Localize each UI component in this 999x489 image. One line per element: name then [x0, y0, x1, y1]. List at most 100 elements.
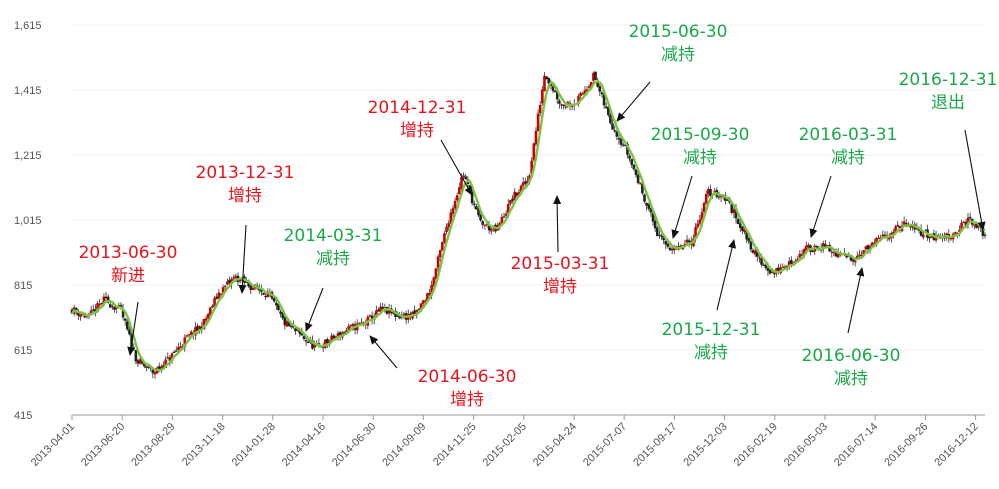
- candle-body: [726, 199, 729, 201]
- candle-body: [351, 323, 355, 327]
- candle-body: [275, 302, 278, 306]
- candle-body: [185, 335, 189, 337]
- horizontal-gridlines: [72, 24, 985, 351]
- candle-body: [115, 307, 118, 309]
- candle-body: [511, 198, 514, 202]
- candle-body: [836, 252, 840, 258]
- candle-body: [704, 193, 708, 204]
- candle-body: [636, 174, 640, 184]
- annotation-arrow: [716, 239, 736, 311]
- x-tick-label: 2015-09-17: [631, 421, 679, 469]
- candle-body: [647, 204, 651, 209]
- candle-body: [226, 281, 229, 285]
- candle-body: [579, 92, 582, 97]
- candle-body: [762, 264, 765, 266]
- candle-body: [790, 260, 793, 265]
- candle-body: [445, 226, 448, 233]
- candle-body: [758, 257, 761, 259]
- annotation-date: 2013-06-30: [79, 243, 178, 263]
- x-tick-label: 2015-07-07: [581, 421, 629, 469]
- candle-body: [130, 333, 133, 348]
- annotation-arrow: [964, 129, 986, 231]
- candle-body: [560, 104, 563, 106]
- candle-body: [564, 106, 568, 108]
- candle-body: [81, 313, 84, 316]
- y-tick-label: 1,015: [14, 215, 42, 227]
- candle-body: [613, 130, 616, 132]
- candle-body: [683, 243, 687, 246]
- candle-body: [377, 309, 380, 312]
- candle-body: [102, 296, 106, 304]
- y-tick-label: 615: [14, 345, 32, 357]
- candle-body: [745, 230, 748, 240]
- candle-body: [232, 277, 236, 279]
- candle-body: [451, 208, 455, 214]
- candle-body: [304, 340, 308, 342]
- candle-body: [653, 220, 657, 229]
- candle-body: [447, 223, 450, 228]
- candle-body: [106, 296, 110, 303]
- annotation-action: 减持: [683, 148, 717, 168]
- candle-body: [755, 248, 759, 257]
- y-tick-label: 815: [14, 280, 32, 292]
- candlestick-series: [70, 71, 987, 379]
- candle-body: [949, 238, 953, 240]
- candle-body: [249, 285, 253, 290]
- candle-body: [709, 188, 712, 197]
- candle-body: [862, 250, 865, 256]
- candle-body: [698, 219, 702, 224]
- candle-body: [958, 230, 961, 232]
- candle-body: [306, 341, 310, 344]
- candle-body: [834, 252, 838, 257]
- candle-body: [896, 224, 900, 227]
- y-tick-label: 1,215: [14, 150, 42, 162]
- candle-body: [151, 369, 155, 374]
- candle-body: [534, 131, 538, 145]
- candle-body: [628, 155, 631, 159]
- candle-body: [157, 366, 161, 370]
- candle-body: [202, 318, 206, 330]
- candle-body: [802, 249, 806, 256]
- candle-body: [506, 204, 510, 214]
- candle-body: [904, 222, 908, 226]
- annotation-arrow: [305, 287, 324, 332]
- candle-body: [902, 221, 906, 225]
- candle-body: [953, 232, 957, 236]
- candle-body: [728, 201, 731, 203]
- candle-body: [598, 86, 602, 92]
- candle-body: [436, 256, 440, 268]
- candle-body: [719, 195, 723, 198]
- candle-body: [962, 221, 966, 223]
- candle-body: [555, 91, 559, 100]
- candle-body: [858, 254, 861, 256]
- candle-body: [611, 123, 614, 130]
- candle-body: [553, 90, 557, 92]
- candle-body: [524, 181, 527, 184]
- candle-body: [349, 325, 353, 327]
- candle-body: [760, 257, 763, 265]
- candle-body: [479, 214, 482, 221]
- candle-body: [638, 182, 642, 184]
- annotation-date: 2014-03-31: [284, 226, 383, 246]
- candle-body: [223, 285, 227, 287]
- candle-body: [928, 237, 931, 239]
- candle-body: [624, 144, 627, 146]
- candle-body: [194, 327, 197, 336]
- candle-body: [545, 76, 548, 80]
- candle-body: [228, 279, 231, 284]
- x-tick-label: 2014-09-09: [380, 421, 428, 469]
- candle-body: [649, 208, 653, 213]
- candle-body: [219, 293, 223, 296]
- candle-body: [596, 80, 599, 87]
- candle-body: [824, 244, 827, 248]
- candle-body: [964, 221, 968, 227]
- candle-body: [85, 316, 89, 318]
- candle-body: [215, 296, 219, 299]
- candle-body: [430, 285, 433, 295]
- candle-body: [104, 296, 108, 298]
- candle-body: [174, 350, 178, 352]
- candle-body: [853, 260, 857, 263]
- candle-body: [368, 315, 372, 317]
- candle-body: [973, 224, 976, 226]
- x-tick-label: 2016-02-19: [732, 421, 780, 469]
